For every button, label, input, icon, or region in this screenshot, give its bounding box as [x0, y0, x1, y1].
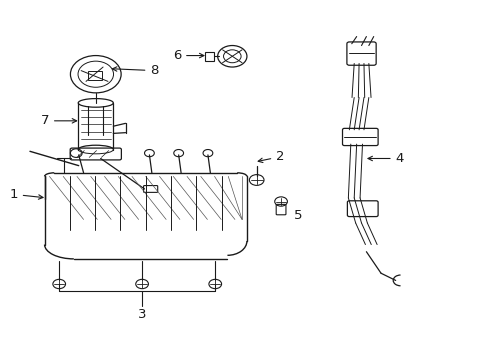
- Text: 4: 4: [367, 152, 403, 165]
- Text: 1: 1: [9, 188, 43, 201]
- Text: 6: 6: [172, 49, 203, 62]
- Text: 2: 2: [258, 150, 284, 163]
- Text: 5: 5: [293, 210, 302, 222]
- Text: 7: 7: [41, 114, 77, 127]
- Text: 3: 3: [138, 308, 146, 321]
- Text: 8: 8: [112, 64, 159, 77]
